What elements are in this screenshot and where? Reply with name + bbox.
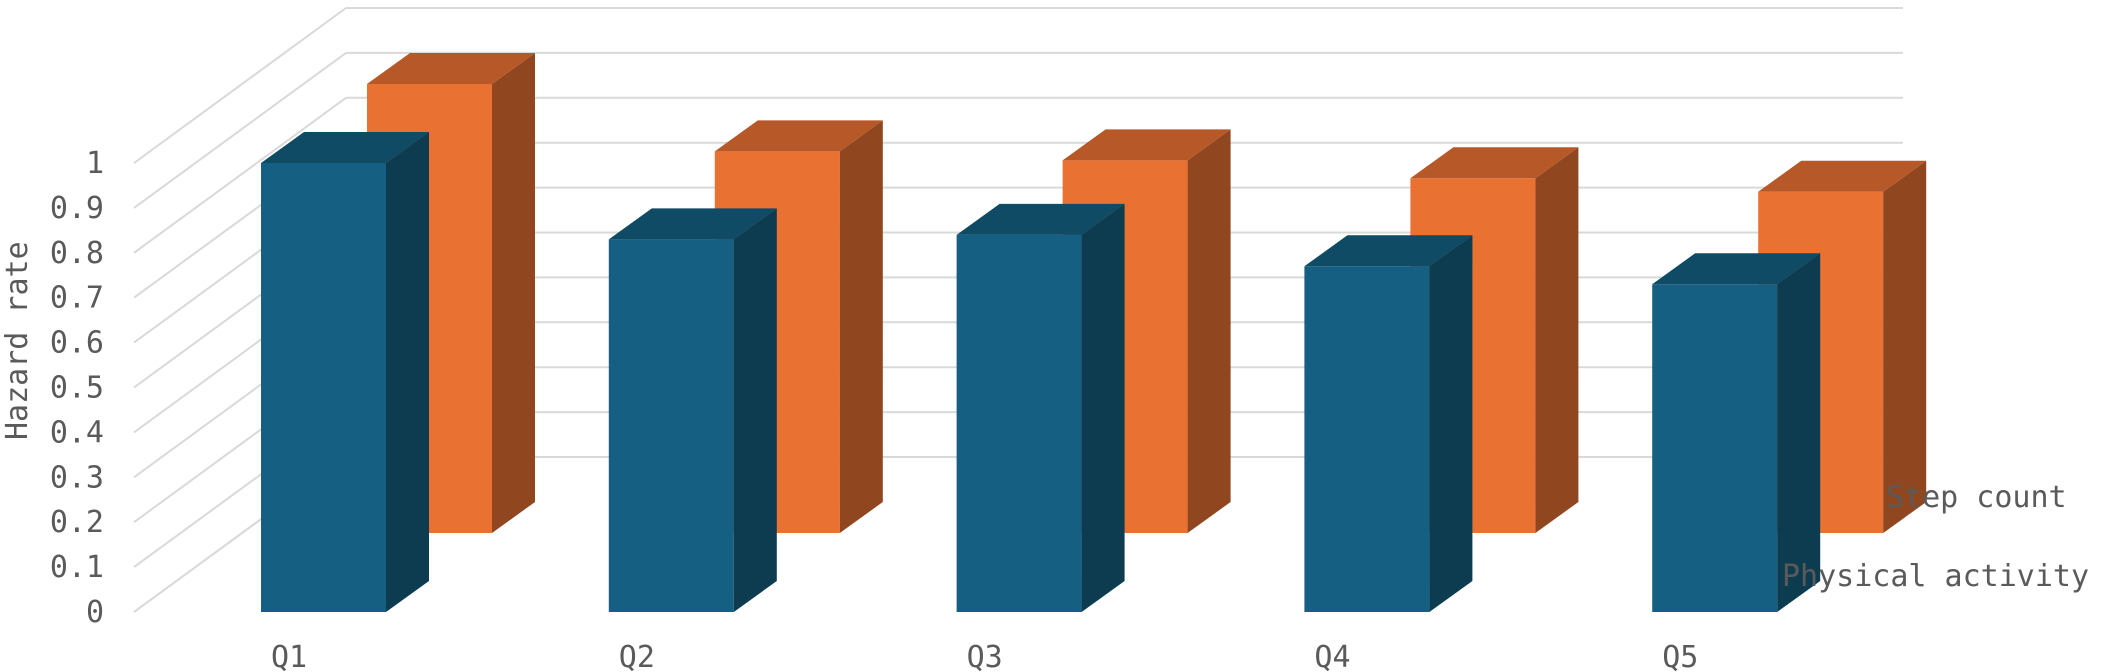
bar-top xyxy=(956,203,1125,235)
y-tick-label: 1 xyxy=(86,146,104,181)
gridline-wall xyxy=(133,7,347,164)
gridline-wall xyxy=(133,96,347,254)
series-label-physical-activity: Physical activity xyxy=(1782,559,2089,594)
y-tick-label: 0.9 xyxy=(50,191,104,226)
bar-face xyxy=(1304,266,1430,612)
bar-side xyxy=(1883,160,1927,533)
bar-physical-activity xyxy=(608,208,777,612)
bar-side xyxy=(839,120,883,533)
x-tick-label: Q1 xyxy=(271,640,307,672)
y-tick-label: 0.8 xyxy=(50,236,104,271)
y-tick-label: 0.2 xyxy=(50,505,104,540)
y-tick-label: 0.7 xyxy=(50,281,104,316)
bar-top xyxy=(1304,235,1473,267)
y-tick-label: 0.4 xyxy=(50,415,104,450)
y-tick-label: 0.3 xyxy=(50,460,104,495)
bar-side xyxy=(1429,235,1473,612)
gridline-wall xyxy=(133,52,347,209)
x-tick-label: Q4 xyxy=(1314,640,1350,672)
bar-side xyxy=(733,208,777,612)
bar-side xyxy=(1187,129,1231,533)
bar-top xyxy=(1758,160,1927,192)
bars-front-series xyxy=(261,132,1821,613)
bar-side xyxy=(1535,147,1579,534)
y-tick-label: 0 xyxy=(86,595,104,630)
y-axis-label: Hazard rate xyxy=(0,241,35,440)
x-tick-label: Q2 xyxy=(619,640,655,672)
y-tick-label: 0.5 xyxy=(50,371,104,406)
x-tick-label: Q5 xyxy=(1662,640,1698,672)
bar-top xyxy=(1410,147,1579,179)
series-label-step-count: Step count xyxy=(1886,480,2067,515)
x-tick-label: Q3 xyxy=(967,640,1003,672)
y-tick-label: 0.1 xyxy=(50,550,104,585)
bar-face xyxy=(608,239,734,612)
bar-physical-activity xyxy=(261,132,429,612)
bar-face xyxy=(956,234,1082,612)
bar-side xyxy=(386,132,429,612)
bar-top xyxy=(1652,253,1821,285)
bar-top xyxy=(261,132,429,163)
bar-top xyxy=(367,53,535,84)
y-tick-label: 0.6 xyxy=(50,326,104,361)
bar-physical-activity xyxy=(1652,253,1821,613)
bar-physical-activity xyxy=(956,203,1125,612)
bar-top xyxy=(608,208,777,240)
bar-physical-activity xyxy=(1304,235,1473,612)
bar-face xyxy=(1652,284,1778,612)
bar-side xyxy=(1081,203,1125,612)
bar-top xyxy=(714,120,883,152)
labels-layer: Hazard rate Step count Physical activity… xyxy=(0,146,2089,672)
bar-face xyxy=(261,163,386,612)
bar-side xyxy=(492,53,535,533)
bar-top xyxy=(1062,129,1231,161)
bar-side xyxy=(1777,253,1821,613)
